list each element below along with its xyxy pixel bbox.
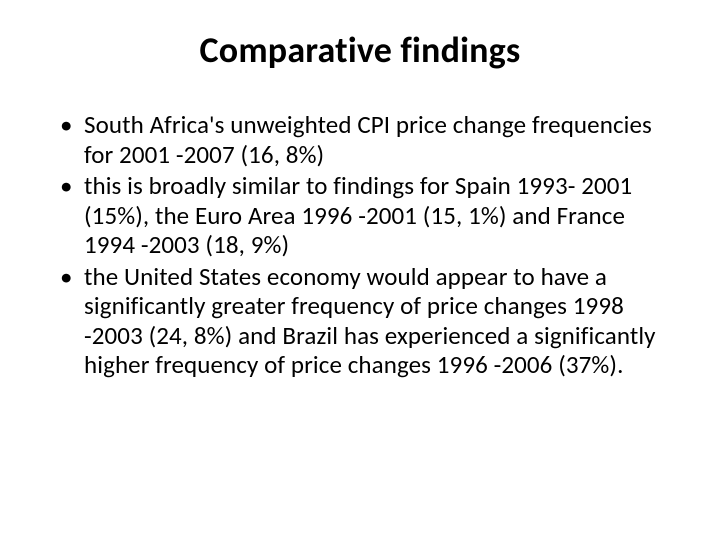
slide-title: Comparative findings bbox=[54, 28, 666, 72]
list-item: South Africa's unweighted CPI price chan… bbox=[54, 110, 666, 169]
list-item: the United States economy would appear t… bbox=[54, 262, 666, 380]
list-item: this is broadly similar to findings for … bbox=[54, 171, 666, 260]
slide: Comparative findings South Africa's unwe… bbox=[0, 0, 720, 540]
bullet-list: South Africa's unweighted CPI price chan… bbox=[54, 110, 666, 380]
